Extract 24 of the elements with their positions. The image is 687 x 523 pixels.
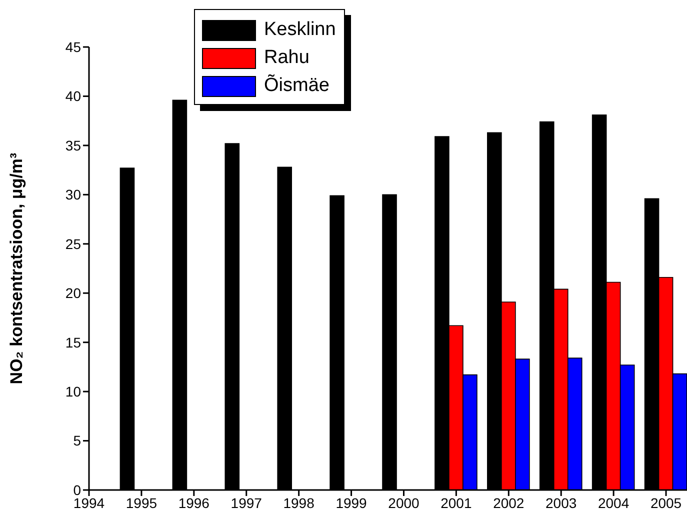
x-tick-label: 2005 [650, 494, 682, 511]
y-tick-label: 30 [65, 186, 82, 203]
y-tick-label: 40 [65, 88, 82, 104]
legend-label: Kesklinn [264, 19, 336, 41]
y-tick-label: 20 [65, 285, 82, 302]
x-tick-label: 1999 [336, 494, 368, 511]
legend-label: Rahu [264, 47, 310, 69]
x-tick-label: 1996 [178, 494, 210, 511]
y-axis-title: NO₂ kontsentratsioon, μg/m³ [7, 152, 26, 384]
x-tick-label: 1997 [230, 494, 262, 511]
y-tick-label: 25 [65, 236, 82, 252]
x-tick-label: 2003 [546, 494, 577, 511]
x-tick-label: 2004 [598, 494, 630, 511]
x-tick-label: 2001 [440, 494, 472, 511]
y-tick-label: 45 [65, 38, 82, 55]
y-tick-label: 35 [65, 137, 82, 154]
x-tick-label: 2000 [388, 494, 420, 511]
y-tick-label: 10 [65, 384, 82, 400]
x-tick-label: 2002 [493, 494, 524, 511]
legend-label: Õismäe [264, 75, 330, 97]
y-tick-label: 15 [65, 334, 82, 350]
x-tick-label: 1998 [283, 494, 315, 511]
y-tick-label: 5 [73, 432, 82, 449]
x-tick-label: 1995 [126, 494, 158, 511]
